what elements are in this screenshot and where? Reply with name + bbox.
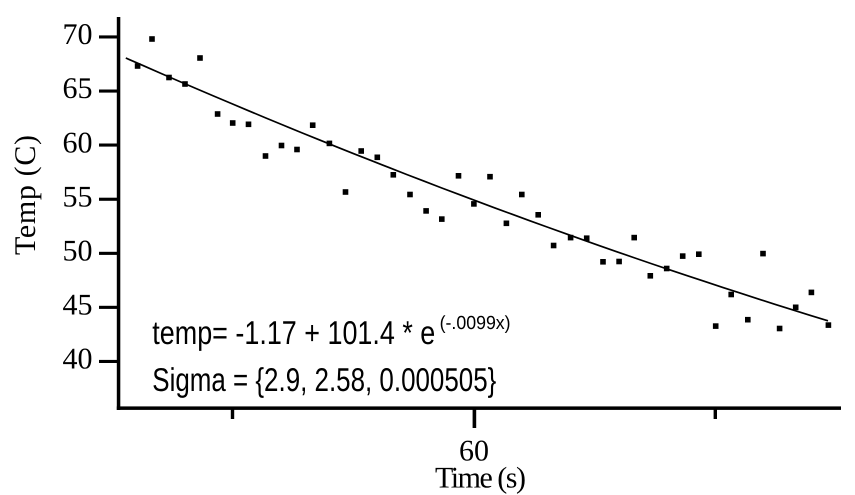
svg-text:Temp (C): Temp (C)	[9, 135, 42, 255]
svg-text:Sigma = {2.9, 2.58, 0.000505}: Sigma = {2.9, 2.58, 0.000505}	[152, 361, 496, 398]
svg-text:55: 55	[63, 180, 93, 213]
svg-text:65: 65	[63, 72, 93, 105]
svg-text:(-.0099x): (-.0099x)	[440, 313, 511, 334]
svg-text:60: 60	[63, 126, 93, 159]
svg-text:45: 45	[63, 289, 93, 322]
svg-text:Time (s): Time (s)	[435, 462, 526, 495]
svg-text:temp= -1.17 + 101.4 * e: temp= -1.17 + 101.4 * e	[152, 314, 435, 351]
svg-text:40: 40	[63, 343, 93, 376]
svg-text:70: 70	[63, 18, 93, 51]
svg-text:60: 60	[459, 435, 489, 468]
svg-text:50: 50	[63, 235, 93, 268]
